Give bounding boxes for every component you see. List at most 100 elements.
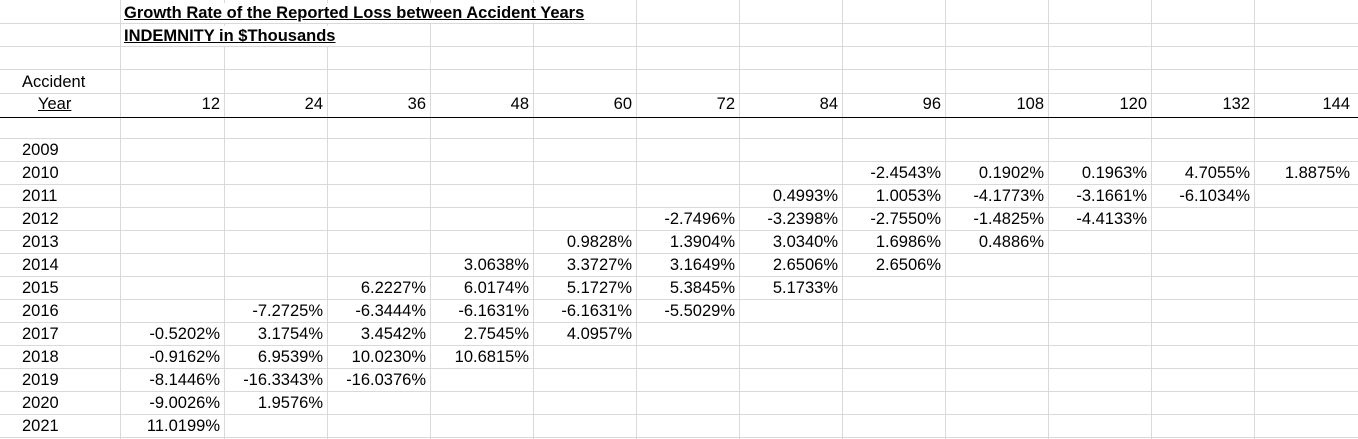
grid-vertical-line [636, 0, 637, 439]
table-cell: 1.8875% [1284, 164, 1350, 182]
table-cell: 4.7055% [1184, 164, 1250, 182]
table-cell: 3.0340% [772, 233, 838, 251]
grid-horizontal-line [0, 414, 1358, 415]
table-cell: 3.3727% [566, 256, 632, 274]
column-header-72: 72 [716, 95, 735, 113]
table-cell: -16.0376% [346, 371, 426, 389]
table-cell: -3.2398% [767, 210, 838, 228]
column-header-84: 84 [819, 95, 838, 113]
column-header-96: 96 [922, 95, 941, 113]
row-year-2012: 2012 [22, 210, 59, 228]
table-cell: 2.6506% [875, 256, 941, 274]
table-cell: -4.1773% [973, 187, 1044, 205]
column-header-120: 120 [1119, 95, 1147, 113]
column-header-24: 24 [304, 95, 323, 113]
grid-vertical-line [430, 0, 431, 439]
grid-horizontal-line [0, 276, 1358, 277]
column-header-108: 108 [1016, 95, 1044, 113]
table-cell: 0.9828% [566, 233, 632, 251]
row-year-2020: 2020 [22, 394, 59, 412]
table-cell: 5.1727% [566, 279, 632, 297]
table-cell: -5.5029% [664, 302, 735, 320]
table-cell: 1.0053% [875, 187, 941, 205]
column-header-48: 48 [510, 95, 529, 113]
row-year-2016: 2016 [22, 302, 59, 320]
table-cell: -0.9162% [149, 348, 220, 366]
grid-vertical-line [327, 0, 328, 439]
grid-horizontal-line [0, 207, 1358, 208]
row-year-2019: 2019 [22, 371, 59, 389]
table-cell: 0.4993% [772, 187, 838, 205]
row-year-2017: 2017 [22, 325, 59, 343]
grid-horizontal-line [0, 230, 1358, 231]
table-cell: -4.4133% [1076, 210, 1147, 228]
grid-vertical-line [533, 0, 534, 439]
row-year-2010: 2010 [22, 164, 59, 182]
year-header: Year [38, 95, 72, 113]
table-cell: -9.0026% [149, 394, 220, 412]
grid-horizontal-line [0, 46, 1358, 47]
grid-vertical-line [224, 0, 225, 439]
table-cell: -6.1631% [458, 302, 529, 320]
table-cell: 3.1754% [257, 325, 323, 343]
grid-horizontal-line [0, 93, 1358, 94]
table-cell: 3.1649% [669, 256, 735, 274]
table-subtitle: INDEMNITY in $Thousands [124, 26, 338, 46]
grid-vertical-line [1151, 0, 1152, 439]
column-header-144: 144 [1322, 95, 1350, 113]
table-cell: 6.9539% [257, 348, 323, 366]
grid-vertical-line [945, 0, 946, 439]
grid-horizontal-line [0, 299, 1358, 300]
table-cell: -16.3343% [243, 371, 323, 389]
table-cell: -6.1631% [561, 302, 632, 320]
table-title: Growth Rate of the Reported Loss between… [124, 3, 587, 23]
grid-vertical-line [739, 0, 740, 439]
row-year-2009: 2009 [22, 141, 59, 159]
table-cell: 6.2227% [360, 279, 426, 297]
table-cell: 10.6815% [454, 348, 529, 366]
row-year-2015: 2015 [22, 279, 59, 297]
row-year-2014: 2014 [22, 256, 59, 274]
header-underline [0, 117, 1358, 118]
table-cell: -8.1446% [149, 371, 220, 389]
grid-horizontal-line [0, 391, 1358, 392]
table-cell: 3.4542% [360, 325, 426, 343]
table-cell: 0.1902% [978, 164, 1044, 182]
table-cell: 0.4886% [978, 233, 1044, 251]
row-year-2011: 2011 [22, 187, 58, 205]
column-header-36: 36 [407, 95, 426, 113]
table-cell: 2.7545% [463, 325, 529, 343]
grid-vertical-line [1254, 0, 1255, 439]
column-header-12: 12 [201, 95, 220, 113]
grid-horizontal-line [0, 184, 1358, 185]
grid-horizontal-line [0, 253, 1358, 254]
table-cell: -2.4543% [870, 164, 941, 182]
accident-header: Accident [22, 73, 86, 91]
table-cell: 11.0199% [146, 417, 220, 435]
table-cell: 4.0957% [566, 325, 632, 343]
table-cell: -6.3444% [355, 302, 426, 320]
table-cell: 1.6986% [875, 233, 941, 251]
grid-vertical-line [120, 0, 121, 439]
column-header-60: 60 [613, 95, 632, 113]
row-year-2013: 2013 [22, 233, 59, 251]
table-cell: 6.0174% [463, 279, 529, 297]
grid-vertical-line [1048, 0, 1049, 439]
table-cell: 2.6506% [772, 256, 838, 274]
table-cell: -0.5202% [149, 325, 220, 343]
table-cell: -2.7496% [664, 210, 735, 228]
grid-horizontal-line [0, 368, 1358, 369]
grid-horizontal-line [0, 161, 1358, 162]
column-header-132: 132 [1222, 95, 1250, 113]
table-cell: -7.2725% [252, 302, 323, 320]
table-cell: -2.7550% [870, 210, 941, 228]
table-cell: 5.1733% [772, 279, 838, 297]
table-cell: -1.4825% [973, 210, 1044, 228]
table-cell: 1.3904% [669, 233, 735, 251]
row-year-2021: 2021 [22, 417, 59, 435]
table-cell: -3.1661% [1076, 187, 1147, 205]
grid-horizontal-line [0, 23, 1358, 24]
grid-horizontal-line [0, 69, 1358, 70]
grid-horizontal-line [0, 345, 1358, 346]
